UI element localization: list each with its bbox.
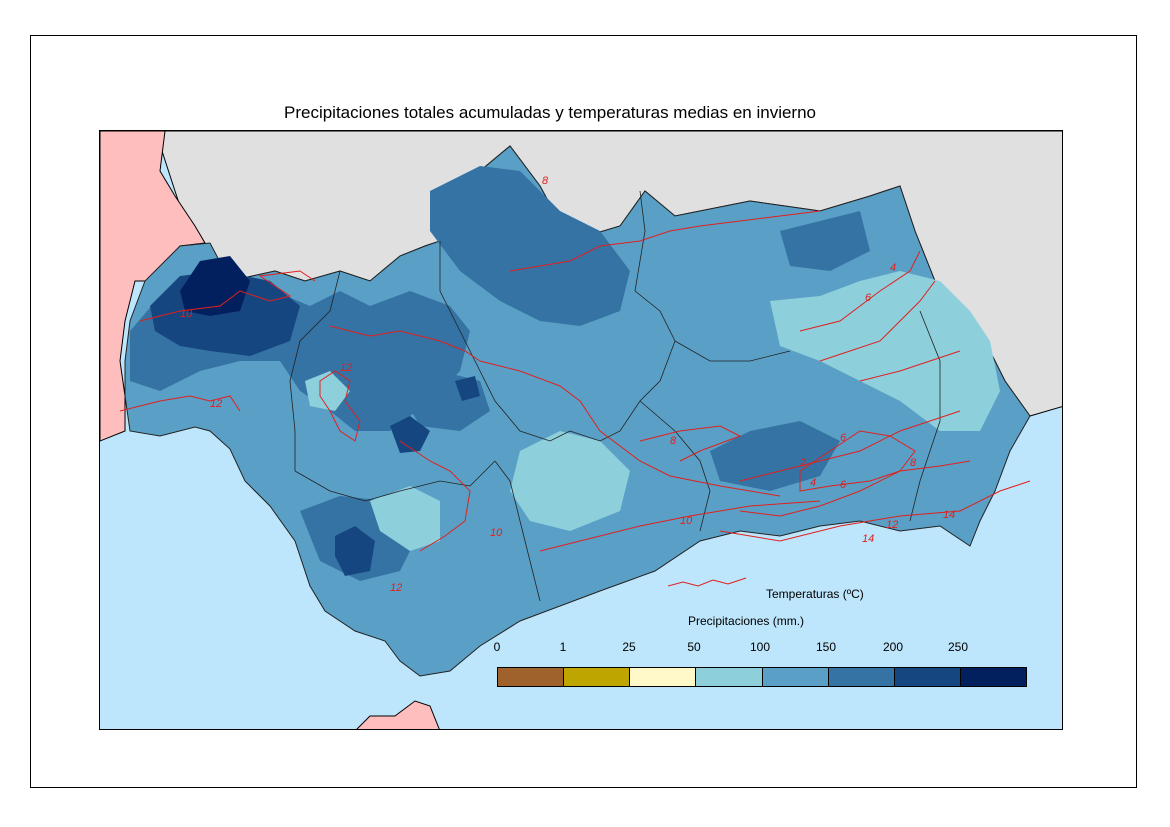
precipitation-tick-label: 150 bbox=[815, 640, 837, 654]
precip-zone-50-100 bbox=[305, 371, 350, 411]
precip-zone-150-200 bbox=[780, 211, 870, 271]
isotherm-label: 12 bbox=[886, 519, 898, 531]
map-area: 8 10 12 12 10 12 8 10 6 4 6 8 2 4 6 12 14 14 bbox=[99, 130, 1063, 730]
isotherm-label: 12 bbox=[340, 362, 352, 374]
isotherm-label: 10 bbox=[680, 515, 693, 527]
precipitation-tick-label: 25 bbox=[622, 640, 636, 654]
morocco-land bbox=[356, 700, 440, 729]
precipitation-class-swatch bbox=[696, 668, 763, 686]
isotherm-label: 2 bbox=[799, 457, 806, 469]
precipitation-tick-label: 50 bbox=[687, 640, 701, 654]
precip-zone-50-100 bbox=[370, 486, 440, 551]
precip-zone-150-200 bbox=[710, 421, 840, 491]
isotherm-label: 8 bbox=[542, 175, 549, 187]
isotherm-label: 14 bbox=[862, 533, 874, 545]
isotherm-label: 10 bbox=[180, 308, 193, 320]
isotherm-label: 12 bbox=[210, 398, 222, 410]
isotherm-label: 6 bbox=[840, 432, 847, 444]
precipitation-tick-label: 250 bbox=[947, 640, 969, 654]
temperature-legend-label: Temperaturas (ºC) bbox=[766, 587, 864, 601]
isotherm-label: 8 bbox=[910, 457, 917, 469]
precip-zone-200-250 bbox=[390, 416, 430, 453]
precipitation-tick-label: 1 bbox=[559, 640, 567, 654]
isotherm-label: 6 bbox=[840, 479, 847, 491]
precipitation-tick-label: 100 bbox=[749, 640, 771, 654]
precipitation-class-swatch bbox=[498, 668, 565, 686]
isotherm-label: 12 bbox=[390, 582, 402, 594]
precipitation-color-scale bbox=[497, 667, 1027, 687]
precipitation-class-swatch bbox=[762, 668, 829, 686]
figure-frame bbox=[30, 35, 1137, 788]
precipitation-class-swatch bbox=[960, 668, 1026, 686]
isotherm-lines bbox=[119, 210, 1031, 552]
precipitation-tick-label: 0 bbox=[493, 640, 501, 654]
isotherm-label: 6 bbox=[865, 292, 872, 304]
precipitation-class-swatch bbox=[828, 668, 895, 686]
map-title: Precipitaciones totales acumuladas y tem… bbox=[284, 103, 816, 122]
precip-zone-50-100 bbox=[510, 431, 630, 531]
precip-zone-150-200 bbox=[430, 166, 630, 326]
precip-zone-200-250 bbox=[455, 376, 480, 401]
precipitation-tick-label: 200 bbox=[882, 640, 904, 654]
isotherm-label: 8 bbox=[670, 435, 677, 447]
precip-zone-50-100 bbox=[770, 271, 1000, 431]
isotherm-label: 4 bbox=[890, 262, 896, 274]
precipitation-class-swatch bbox=[564, 668, 631, 686]
isotherm-label: 14 bbox=[943, 509, 955, 521]
precipitation-legend-title: Precipitaciones (mm.) bbox=[688, 614, 805, 628]
precipitation-class-swatch bbox=[894, 668, 961, 686]
precipitation-class-swatch bbox=[630, 668, 697, 686]
temperature-legend-line bbox=[668, 577, 747, 587]
precip-zone-200-250 bbox=[335, 526, 375, 576]
province-borders bbox=[289, 190, 941, 602]
isotherm-label: 4 bbox=[810, 477, 816, 489]
precip-zone-250-plus bbox=[180, 256, 250, 316]
isotherm-label: 10 bbox=[490, 527, 503, 539]
